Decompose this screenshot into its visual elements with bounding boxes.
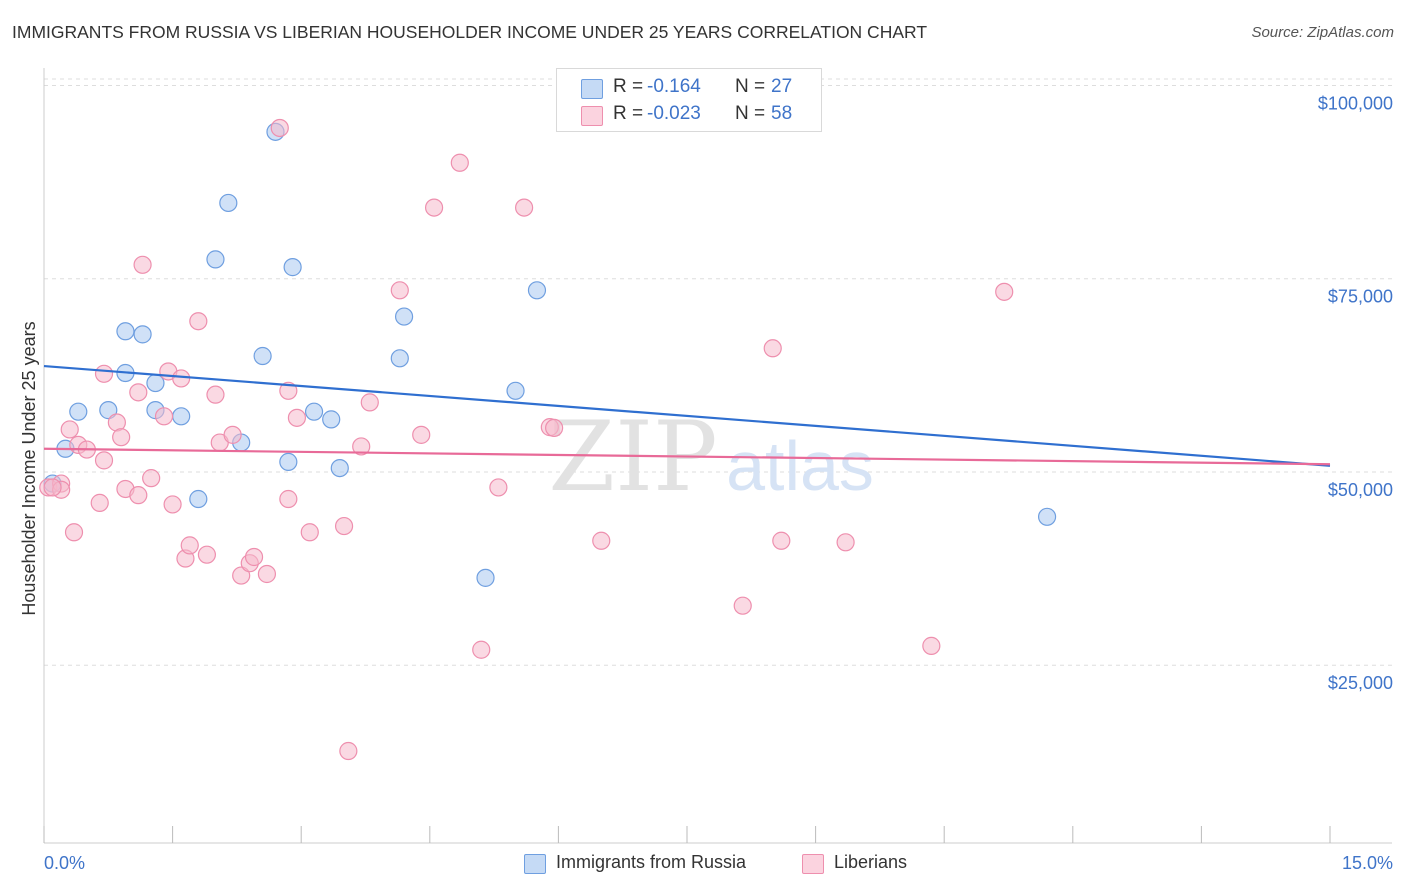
point-liberians <box>733 596 752 615</box>
point-liberians <box>90 493 109 512</box>
legend-r-label: R = <box>613 76 644 97</box>
point-liberians <box>94 364 114 383</box>
point-russia <box>279 452 298 472</box>
source-label: Source: ZipAtlas.com <box>1251 24 1394 41</box>
legend-n-label: N = <box>735 103 766 124</box>
legend-n-value: 27 <box>771 76 793 97</box>
point-liberians <box>279 489 298 509</box>
point-liberians <box>334 516 354 536</box>
point-liberians <box>232 566 251 585</box>
point-liberians <box>412 425 431 444</box>
point-liberians <box>180 536 199 555</box>
point-russia <box>322 410 341 429</box>
point-liberians <box>279 381 298 400</box>
point-liberians <box>206 385 225 404</box>
point-liberians <box>94 451 114 470</box>
point-liberians <box>129 486 148 505</box>
point-liberians <box>592 531 611 550</box>
point-liberians <box>472 640 491 659</box>
axis-labels: $25,000 $50,000 $75,000 $100,000 0.0% 15.0% Ho… <box>19 93 1393 873</box>
point-liberians <box>360 393 379 412</box>
point-russia <box>330 458 349 478</box>
point-liberians <box>339 741 358 761</box>
point-russia <box>133 325 152 344</box>
point-liberians <box>112 428 131 447</box>
bottom-legend-label: Liberians <box>834 852 908 872</box>
point-liberians <box>515 198 534 217</box>
trend-line-liberians <box>43 447 1331 466</box>
point-liberians <box>172 369 191 388</box>
bottom-swatch-liberians <box>802 854 824 874</box>
point-liberians <box>223 425 242 444</box>
point-russia <box>476 568 495 587</box>
x-tick-label-min: 0.0% <box>44 853 85 873</box>
point-liberians <box>545 418 564 437</box>
point-liberians <box>836 533 855 552</box>
point-liberians <box>133 255 152 274</box>
point-liberians <box>129 383 148 402</box>
watermark-atlas: atlas <box>726 427 874 505</box>
point-russia <box>506 381 525 400</box>
point-liberians <box>189 312 208 331</box>
point-liberians <box>43 478 62 497</box>
point-liberians <box>64 523 84 542</box>
point-russia <box>206 250 225 269</box>
bottom-legend-label: Immigrants from Russia <box>556 852 747 872</box>
x-tick-label-max: 15.0% <box>1342 853 1393 873</box>
point-liberians <box>489 478 508 497</box>
point-russia <box>69 402 88 421</box>
point-liberians <box>270 118 289 138</box>
point-russia <box>394 307 414 326</box>
point-liberians <box>772 531 791 550</box>
point-russia <box>390 349 409 368</box>
stats-legend: R = -0.164 N = 27 R = -0.023 N = 58 <box>556 68 822 132</box>
legend-r-value: -0.164 <box>647 76 701 97</box>
y-tick-label: $50,000 <box>1328 480 1393 500</box>
point-liberians <box>352 437 371 456</box>
bottom-swatch-russia <box>524 854 546 874</box>
data-points <box>39 118 1057 761</box>
legend-r-label: R = <box>613 103 644 124</box>
point-liberians <box>424 198 444 217</box>
legend-swatch-liberians <box>581 106 603 126</box>
point-liberians <box>763 339 782 358</box>
legend-n-value: 58 <box>771 103 793 124</box>
y-tick-label: $25,000 <box>1328 673 1393 693</box>
trend-lines <box>43 364 1331 467</box>
y-tick-label: $100,000 <box>1318 93 1393 113</box>
chart-title: IMMIGRANTS FROM RUSSIA VS LIBERIAN HOUSE… <box>12 22 928 42</box>
point-russia <box>527 281 547 300</box>
point-liberians <box>390 281 409 300</box>
y-tick-label: $75,000 <box>1328 287 1393 307</box>
point-liberians <box>922 636 941 655</box>
point-liberians <box>244 547 264 567</box>
point-liberians <box>287 408 307 427</box>
point-liberians <box>154 407 174 426</box>
point-russia <box>1037 507 1057 526</box>
point-liberians <box>163 495 182 514</box>
legend-swatch-russia <box>581 79 603 99</box>
legend-n-label: N = <box>735 76 766 97</box>
y-axis-title: Householder Income Under 25 years <box>19 321 39 615</box>
point-liberians <box>450 153 469 172</box>
point-russia <box>116 322 135 341</box>
point-russia <box>304 402 324 421</box>
point-russia <box>189 489 208 509</box>
legend-r-value: -0.023 <box>647 103 701 124</box>
point-russia <box>172 407 191 426</box>
point-liberians <box>142 469 161 488</box>
point-liberians <box>257 564 277 584</box>
trend-line-russia <box>43 364 1331 467</box>
point-russia <box>219 193 238 213</box>
point-liberians <box>995 282 1014 301</box>
axes <box>43 68 1392 844</box>
point-russia <box>99 401 118 420</box>
point-liberians <box>300 523 319 542</box>
point-russia <box>253 346 272 366</box>
point-russia <box>283 258 302 277</box>
point-liberians <box>197 545 216 564</box>
point-liberians <box>60 420 79 439</box>
